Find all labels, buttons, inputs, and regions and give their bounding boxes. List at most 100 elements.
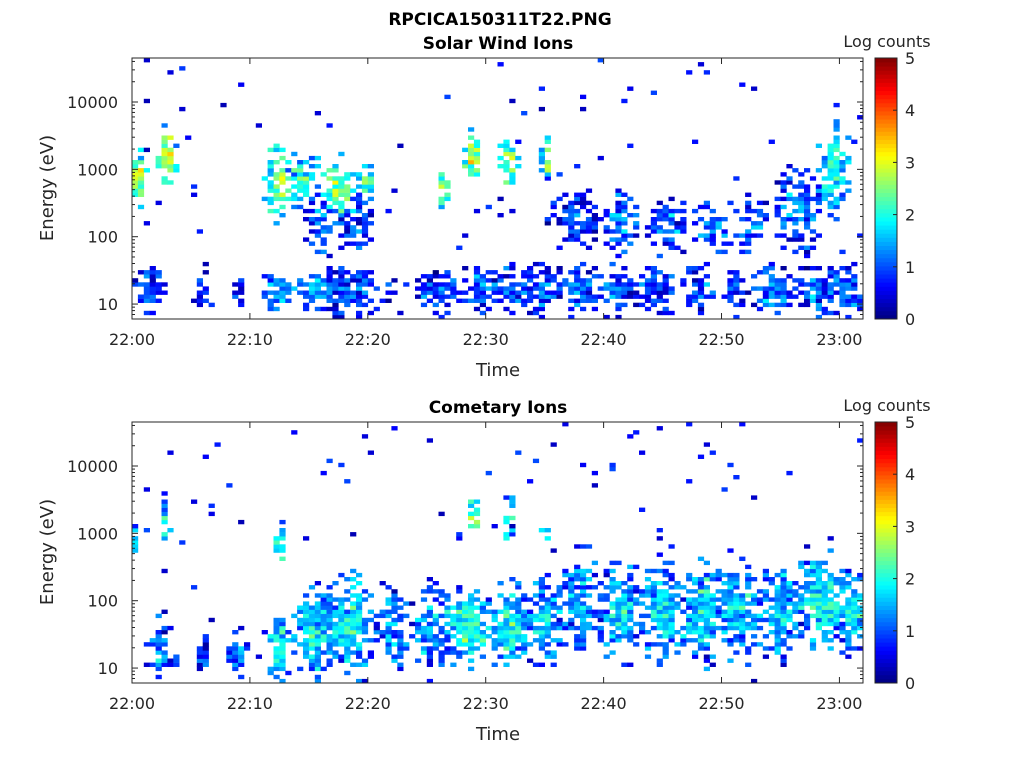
heatmap-cell <box>668 229 675 234</box>
colorbar-swatch <box>875 241 897 246</box>
heatmap-cell <box>456 654 463 659</box>
heatmap-cell <box>332 290 339 295</box>
heatmap-cell <box>361 302 369 308</box>
heatmap-cell <box>662 646 669 651</box>
heatmap-cell <box>438 662 445 667</box>
heatmap-cell <box>468 666 475 672</box>
heatmap-cell <box>226 658 233 663</box>
heatmap-cell <box>833 609 840 614</box>
colorbar-swatch <box>875 139 897 145</box>
heatmap-cell <box>367 213 374 218</box>
heatmap-cell <box>656 253 663 259</box>
heatmap-cell <box>456 642 463 647</box>
heatmap-cell <box>762 217 769 222</box>
heatmap-cell <box>503 294 510 299</box>
heatmap-cell <box>503 180 510 185</box>
heatmap-cell <box>644 233 652 238</box>
heatmap-cell <box>821 196 828 202</box>
heatmap-cell <box>479 290 486 295</box>
colorbar-swatch <box>875 245 897 251</box>
heatmap-cell <box>751 642 758 647</box>
heatmap-cell <box>426 658 433 663</box>
heatmap-cell <box>509 282 516 287</box>
heatmap-cell <box>456 609 463 614</box>
heatmap-cell <box>338 245 345 250</box>
heatmap-cell <box>821 605 828 610</box>
heatmap-cell <box>815 601 822 606</box>
heatmap-cell <box>503 168 510 173</box>
heatmap-cell <box>308 217 316 222</box>
heatmap-cell <box>397 638 404 643</box>
heatmap-cell <box>385 638 392 643</box>
heatmap-cell <box>686 589 693 594</box>
heatmap-cell <box>509 155 516 161</box>
colorbar-tick-label: 0 <box>905 310 915 329</box>
heatmap-cell <box>798 621 805 627</box>
heatmap-cell <box>326 646 333 651</box>
heatmap-cell <box>603 241 610 246</box>
heatmap-cell <box>697 577 705 582</box>
heatmap-cell <box>338 286 345 291</box>
heatmap-cell <box>361 282 369 287</box>
heatmap-cell <box>556 625 563 631</box>
colorbar-swatch <box>875 151 897 157</box>
heatmap-cell <box>361 274 369 279</box>
colorbar-swatch <box>875 621 897 627</box>
heatmap-cell <box>285 638 292 643</box>
heatmap-cell <box>538 613 545 619</box>
heatmap-cell <box>809 601 817 606</box>
heatmap-cell <box>515 605 522 610</box>
heatmap-cell <box>155 164 162 169</box>
heatmap-cell <box>715 605 722 610</box>
heatmap-cell <box>556 290 563 295</box>
heatmap-cell <box>768 630 775 635</box>
heatmap-cell <box>568 585 575 590</box>
heatmap-cell <box>326 613 333 619</box>
heatmap-cell <box>562 237 569 242</box>
heatmap-cell <box>503 646 510 651</box>
heatmap-cells <box>132 58 864 320</box>
heatmap-cell <box>768 581 775 586</box>
heatmap-cell <box>697 605 705 610</box>
heatmap-cell <box>804 298 811 303</box>
heatmap-cell <box>733 208 740 214</box>
heatmap-cell <box>420 302 428 308</box>
x-tick-label: 22:30 <box>463 330 509 349</box>
heatmap-cell <box>809 196 817 202</box>
heatmap-cell <box>739 290 746 295</box>
heatmap-cell <box>379 634 386 639</box>
heatmap-cell <box>851 589 858 594</box>
heatmap-cell <box>356 654 363 659</box>
heatmap-cell <box>303 593 310 598</box>
heatmap-cell <box>179 540 186 545</box>
heatmap-cell <box>804 184 811 189</box>
heatmap-cell <box>308 666 316 672</box>
heatmap-cell <box>550 662 557 667</box>
heatmap-cell <box>456 630 463 635</box>
heatmap-cell <box>762 568 769 574</box>
heatmap-cell <box>656 617 663 623</box>
heatmap-cell <box>426 298 433 303</box>
heatmap-cell <box>815 143 822 148</box>
heatmap-cell <box>827 621 834 627</box>
colorbar-swatch <box>875 229 897 234</box>
heatmap-cell <box>839 577 846 582</box>
heatmap-cell <box>473 282 481 287</box>
heatmap-cell <box>615 585 622 590</box>
heatmap-cell <box>650 225 657 230</box>
heatmap-cell <box>297 184 304 189</box>
heatmap-cell <box>314 674 321 680</box>
heatmap-cell <box>161 654 168 659</box>
heatmap-cell <box>132 282 139 287</box>
heatmap-cell <box>509 646 516 651</box>
heatmap-cell <box>792 609 799 614</box>
heatmap-cell <box>768 646 775 651</box>
colorbar-tick-label: 2 <box>905 206 915 225</box>
heatmap-cell <box>597 609 604 614</box>
heatmap-cell <box>703 204 710 210</box>
heatmap-cell <box>509 515 516 521</box>
heatmap-cell <box>338 188 345 193</box>
heatmap-cell <box>768 290 775 295</box>
heatmap-cell <box>308 241 316 246</box>
